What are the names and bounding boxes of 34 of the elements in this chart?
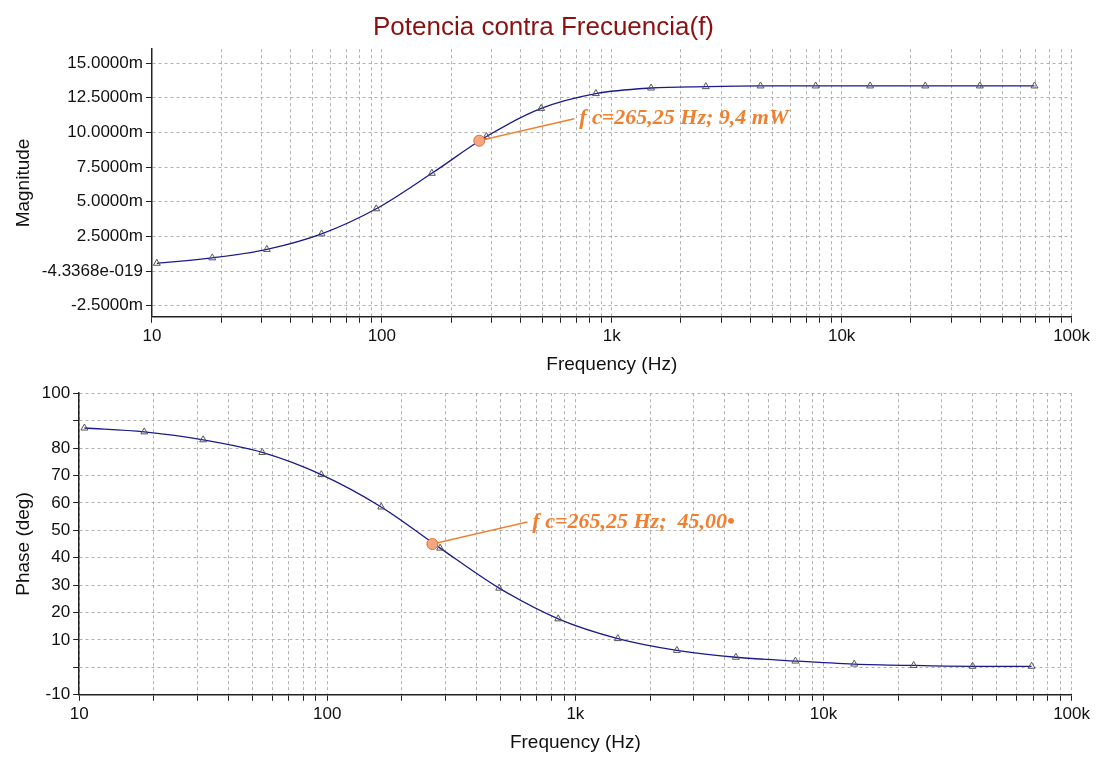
x-tick-label: 10k [809, 703, 838, 723]
y-tick-label: 70 [51, 465, 71, 485]
y-tick-label: -10 [45, 684, 71, 704]
y-tick-label: 20 [51, 602, 71, 622]
y-tick-label: 40 [51, 547, 71, 567]
x-tick-label: 100k [1053, 325, 1091, 345]
annotation: f c=265,25 Hz; 9,4 mW [579, 104, 790, 130]
y-tick-label: 15.0000m [67, 52, 143, 72]
y-tick-label: 60 [51, 492, 71, 512]
y-tick-label: -4.3368e-019 [41, 260, 143, 280]
y-tick-label: 10.0000m [67, 122, 143, 142]
y-tick-label: 80 [51, 437, 71, 457]
x-tick-label: 10 [142, 325, 162, 345]
y-tick-label: 50 [51, 519, 71, 539]
x-tick-label: 1k [602, 325, 622, 345]
x-axis-title: Frequency (Hz) [546, 352, 678, 374]
y-axis-title: Magnitude [11, 138, 33, 228]
chart-title: Potencia contra Frecuencia(f) [372, 10, 715, 41]
y-tick-label: 12.5000m [67, 87, 143, 107]
x-axis-title: Frequency (Hz) [509, 730, 641, 752]
annotation: f c=265,25 Hz; 45,00• [532, 507, 735, 533]
x-tick-label: 1k [566, 703, 585, 723]
x-tick-label: 100 [313, 703, 342, 723]
y-tick-label: 7.5000m [76, 156, 143, 176]
y-tick-label: 2.5000m [76, 226, 143, 246]
y-tick-label: 100 [41, 382, 71, 402]
x-tick-label: 10k [827, 325, 856, 345]
y-axis-title: Phase (deg) [11, 492, 33, 596]
y-tick-label: 10 [51, 629, 71, 649]
y-tick-label: 30 [51, 574, 71, 594]
x-tick-label: 100k [1053, 703, 1091, 723]
y-tick-label: 5.0000m [76, 191, 143, 211]
x-tick-label: 100 [367, 325, 397, 345]
y-tick-label: -2.5000m [71, 295, 143, 315]
